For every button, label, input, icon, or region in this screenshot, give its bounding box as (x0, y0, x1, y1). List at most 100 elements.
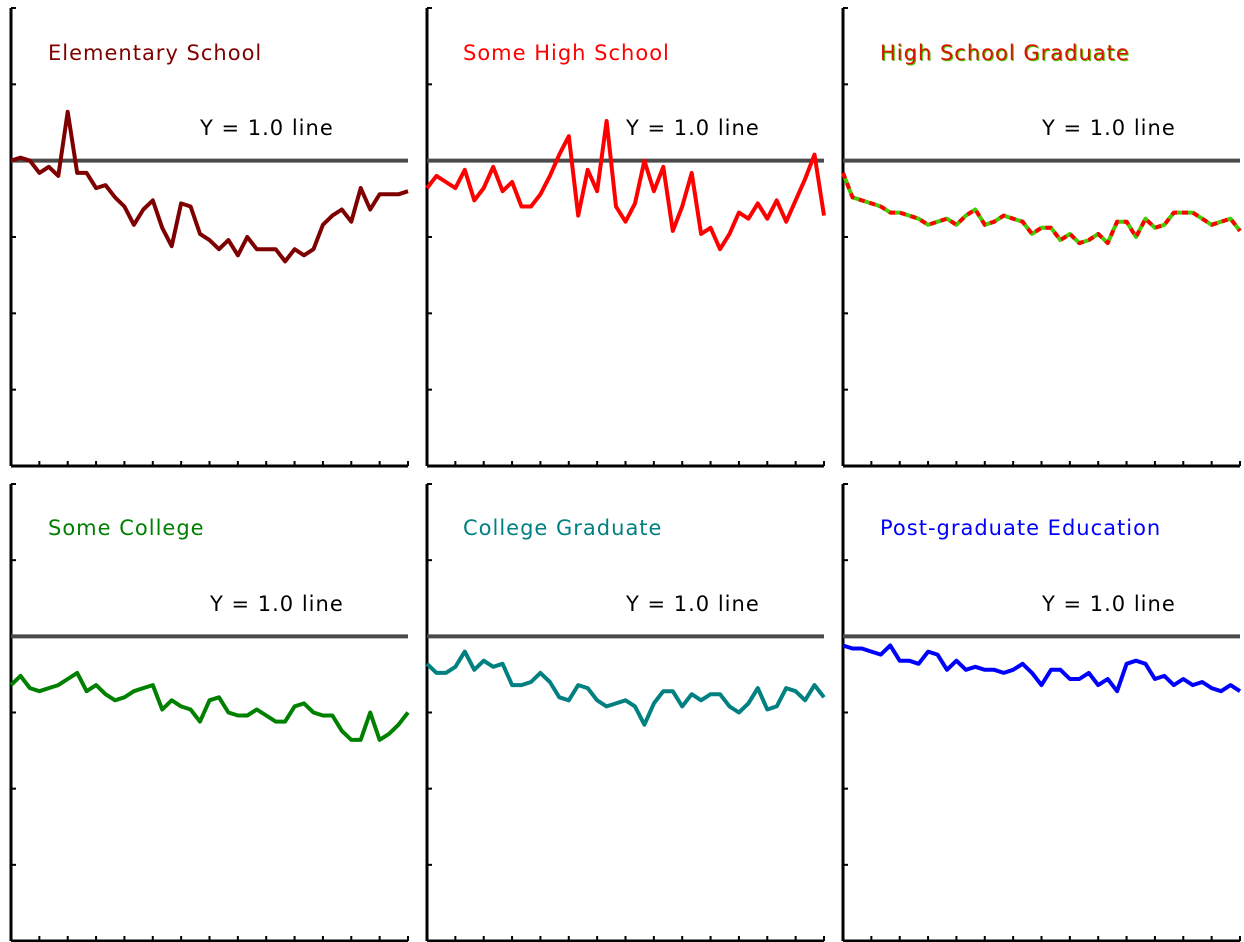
data-point (57, 174, 60, 177)
data-point (463, 650, 466, 653)
data-point (794, 690, 797, 693)
data-point (823, 214, 826, 217)
data-point (879, 653, 882, 656)
data-point (293, 248, 296, 251)
data-point (558, 696, 561, 699)
data-point (161, 708, 164, 711)
data-point (227, 239, 230, 242)
data-point (766, 217, 769, 220)
data-point (908, 659, 911, 662)
data-point (265, 248, 268, 251)
data-point (208, 239, 211, 242)
data-point (851, 196, 854, 199)
data-point (775, 705, 778, 708)
data-point (889, 211, 892, 214)
data-point (1229, 217, 1232, 220)
data-point (19, 674, 22, 677)
data-point (955, 659, 958, 662)
data-point (47, 687, 50, 690)
data-point (936, 220, 939, 223)
data-point (567, 135, 570, 138)
series-line (425, 649, 826, 727)
reference-label: Y = 1.0 line (209, 592, 344, 616)
data-point (946, 217, 949, 220)
data-point (605, 705, 608, 708)
data-point (870, 202, 873, 205)
data-point (548, 681, 551, 684)
data-point (331, 214, 334, 217)
data-point (511, 181, 514, 184)
data-point (756, 202, 759, 205)
data-point (388, 193, 391, 196)
data-point (775, 199, 778, 202)
data-point (596, 699, 599, 702)
data-point (634, 202, 637, 205)
data-point (993, 220, 996, 223)
reference-label: Y = 1.0 line (625, 592, 760, 616)
data-point (1163, 223, 1166, 226)
data-point (728, 232, 731, 235)
data-point (1220, 690, 1223, 693)
data-point (813, 684, 816, 687)
data-point (993, 668, 996, 671)
data-point (255, 248, 258, 251)
data-point (558, 153, 561, 156)
data-point (785, 687, 788, 690)
data-point (813, 153, 816, 156)
data-point (1087, 239, 1090, 242)
data-point (974, 665, 977, 668)
data-point (1239, 229, 1242, 232)
reference-label: Y = 1.0 line (1041, 116, 1176, 140)
data-point (340, 208, 343, 211)
data-point (577, 214, 580, 217)
panel-elementary-school: Elementary School Y = 1.0 line (9, 7, 409, 468)
data-point (1050, 226, 1053, 229)
data-point (756, 687, 759, 690)
data-point (388, 732, 391, 735)
data-point (898, 659, 901, 662)
data-point (804, 178, 807, 181)
data-point (567, 699, 570, 702)
data-point (1068, 232, 1071, 235)
data-point (293, 705, 296, 708)
data-point (170, 245, 173, 248)
data-point (596, 190, 599, 193)
reference-label: Y = 1.0 line (1041, 592, 1176, 616)
data-point (10, 684, 13, 687)
data-point (1012, 668, 1015, 671)
data-point (1078, 242, 1081, 245)
data-point (709, 693, 712, 696)
data-point (1191, 211, 1194, 214)
data-point (189, 708, 192, 711)
data-point (1106, 678, 1109, 681)
data-point (501, 190, 504, 193)
data-point (1059, 239, 1062, 242)
panel-title-some-high-school: Some High School (463, 41, 670, 65)
data-point (1097, 684, 1100, 687)
data-point (132, 223, 135, 226)
panel-title-elementary-school: Elementary School (48, 41, 262, 65)
data-point (1191, 684, 1194, 687)
data-point (1087, 671, 1090, 674)
data-point (199, 232, 202, 235)
data-point (1040, 226, 1043, 229)
data-point (350, 738, 353, 741)
data-point (860, 199, 863, 202)
data-point (1144, 217, 1147, 220)
data-point (539, 671, 542, 674)
data-point (1172, 211, 1175, 214)
data-point (851, 647, 854, 650)
data-point (10, 159, 13, 162)
panel-some-college: Some College Y = 1.0 line (9, 483, 410, 942)
data-point (123, 696, 126, 699)
data-point (350, 220, 353, 223)
data-point (530, 681, 533, 684)
data-point (1021, 220, 1024, 223)
data-point (1031, 232, 1034, 235)
data-point (747, 702, 750, 705)
data-point (95, 187, 98, 190)
data-point (435, 671, 438, 674)
data-point (189, 205, 192, 208)
data-point (974, 208, 977, 211)
data-point (208, 699, 211, 702)
